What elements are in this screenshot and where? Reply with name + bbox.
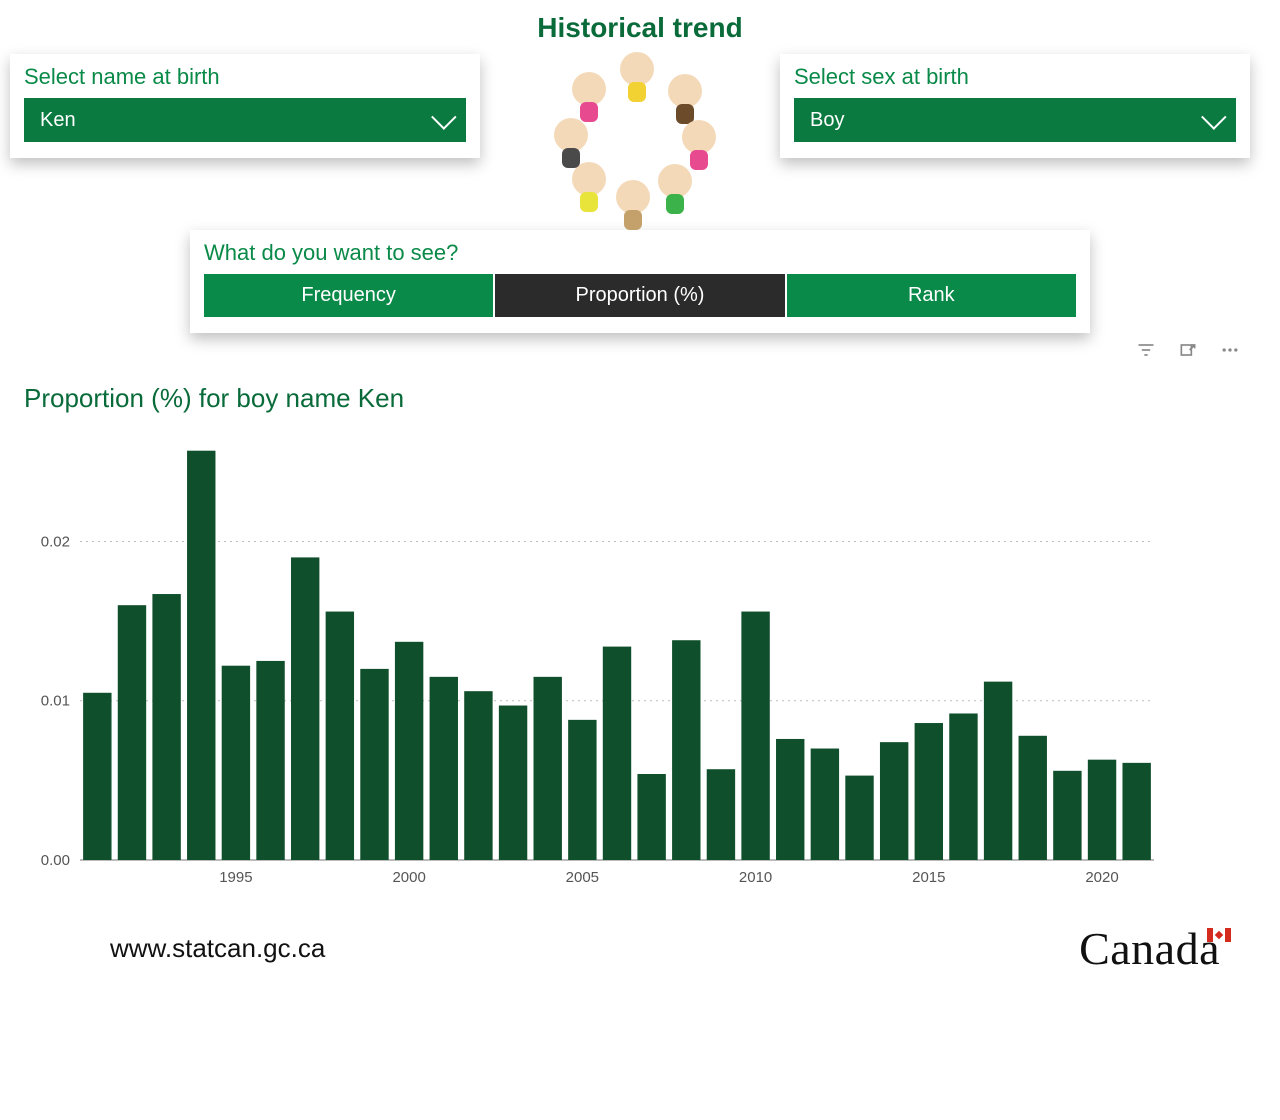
bar[interactable]: [118, 605, 146, 860]
footer: www.statcan.gc.ca Canada: [0, 892, 1280, 975]
bar[interactable]: [845, 776, 873, 860]
chart-title: Proportion (%) for boy name Ken: [24, 383, 1280, 414]
page-title: Historical trend: [0, 0, 1280, 44]
focus-mode-icon[interactable]: [1178, 340, 1198, 360]
bar[interactable]: [811, 749, 839, 860]
bar[interactable]: [915, 723, 943, 860]
bar[interactable]: [222, 666, 250, 860]
svg-text:0.01: 0.01: [41, 693, 70, 710]
bar[interactable]: [776, 739, 804, 860]
proportion-chart: 0.00 0.01 0.02 1995 2000 2005 2010 2015 2020 year: [24, 422, 1154, 892]
bar[interactable]: [499, 706, 527, 860]
svg-text:2015: 2015: [912, 869, 945, 886]
svg-text:2005: 2005: [566, 869, 599, 886]
bar[interactable]: [291, 557, 319, 860]
chevron-down-icon: [1201, 104, 1226, 129]
bar[interactable]: [949, 713, 977, 860]
bar[interactable]: [152, 594, 180, 860]
bar[interactable]: [603, 647, 631, 860]
bar[interactable]: [395, 642, 423, 860]
more-options-icon[interactable]: [1220, 340, 1240, 360]
bar[interactable]: [256, 661, 284, 860]
svg-text:2020: 2020: [1085, 869, 1118, 886]
bar[interactable]: [672, 640, 700, 860]
children-illustration: [550, 50, 710, 210]
bar[interactable]: [1053, 771, 1081, 860]
bar[interactable]: [1088, 760, 1116, 860]
filter-icon[interactable]: [1136, 340, 1156, 360]
view-select-segmented: FrequencyProportion (%)Rank: [204, 274, 1076, 317]
name-select-dropdown[interactable]: Ken: [24, 98, 466, 142]
source-url: www.statcan.gc.ca: [110, 933, 325, 964]
bar[interactable]: [1122, 763, 1150, 860]
bar[interactable]: [187, 451, 215, 860]
view-option-rank[interactable]: Rank: [787, 274, 1076, 317]
bar[interactable]: [360, 669, 388, 860]
view-select-panel: What do you want to see? FrequencyPropor…: [190, 230, 1090, 333]
bar[interactable]: [464, 691, 492, 860]
name-select-label: Select name at birth: [24, 64, 466, 90]
svg-text:0.00: 0.00: [41, 852, 70, 869]
sex-select-panel: Select sex at birth Boy: [780, 54, 1250, 158]
svg-text:year: year: [604, 888, 630, 892]
bar[interactable]: [637, 774, 665, 860]
view-option-proportion-[interactable]: Proportion (%): [495, 274, 784, 317]
svg-text:0.02: 0.02: [41, 533, 70, 550]
svg-text:1995: 1995: [219, 869, 252, 886]
view-select-label: What do you want to see?: [204, 240, 1076, 266]
canada-flag-icon: [1207, 928, 1231, 942]
bar[interactable]: [534, 677, 562, 860]
bar[interactable]: [741, 612, 769, 860]
bar[interactable]: [83, 693, 111, 860]
sex-select-dropdown[interactable]: Boy: [794, 98, 1236, 142]
sex-select-label: Select sex at birth: [794, 64, 1236, 90]
name-select-value: Ken: [40, 109, 76, 132]
sex-select-value: Boy: [810, 109, 844, 132]
bar[interactable]: [568, 720, 596, 860]
chevron-down-icon: [431, 104, 456, 129]
bar[interactable]: [1019, 736, 1047, 860]
canada-wordmark-text: Canada: [1079, 923, 1220, 974]
svg-text:2010: 2010: [739, 869, 772, 886]
bar[interactable]: [707, 769, 735, 860]
bar[interactable]: [984, 682, 1012, 860]
bar[interactable]: [430, 677, 458, 860]
bar[interactable]: [880, 742, 908, 860]
canada-wordmark: Canada: [1079, 922, 1220, 975]
bar[interactable]: [326, 612, 354, 860]
svg-text:2000: 2000: [392, 869, 425, 886]
top-controls-row: Select name at birth Ken Select sex at b…: [0, 44, 1280, 210]
chart-toolbar: [1136, 340, 1240, 360]
name-select-panel: Select name at birth Ken: [10, 54, 480, 158]
view-option-frequency[interactable]: Frequency: [204, 274, 493, 317]
